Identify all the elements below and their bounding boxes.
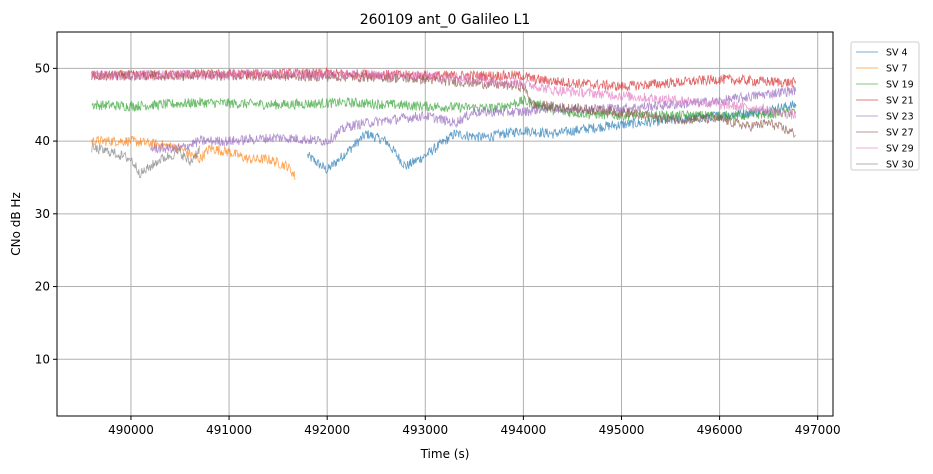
legend-label: SV 29 xyxy=(886,144,914,155)
x-tick-label: 493000 xyxy=(402,423,448,437)
series-line-sv-29 xyxy=(91,68,797,120)
y-tick-label: 10 xyxy=(35,352,50,366)
series-lines xyxy=(91,66,797,180)
legend-label: SV 30 xyxy=(886,160,914,171)
plot-frame xyxy=(56,31,834,417)
legend: SV 4 SV 7 SV 19 SV 21 SV 23 SV 27 SV 29 SV 30 xyxy=(850,41,920,171)
legend-label: SV 27 xyxy=(886,128,914,139)
y-tick-label: 30 xyxy=(35,207,50,221)
x-tick-label: 492000 xyxy=(304,423,350,437)
legend-label: SV 19 xyxy=(886,80,914,91)
series-line-sv-4 xyxy=(307,100,797,174)
x-tick-label: 497000 xyxy=(795,423,841,437)
series-line-sv-30 xyxy=(91,142,200,179)
legend-box xyxy=(850,41,920,171)
series-line-sv-19 xyxy=(91,94,797,122)
x-tick-label: 496000 xyxy=(697,423,743,437)
legend-label: SV 23 xyxy=(886,112,914,123)
y-axis-label: CNo dB Hz xyxy=(9,192,23,256)
y-tick-label: 50 xyxy=(35,61,50,75)
y-tick-label: 40 xyxy=(35,134,50,148)
grid-lines xyxy=(57,32,833,416)
chart-title: 260109 ant_0 Galileo L1 xyxy=(360,12,531,28)
x-tick-label: 491000 xyxy=(206,423,252,437)
axis-ticks: 490000 491000 492000 493000 494000 495000 4960… xyxy=(35,61,841,437)
legend-label: SV 21 xyxy=(886,96,914,107)
legend-label: SV 4 xyxy=(886,48,908,59)
x-axis-label: Time (s) xyxy=(420,447,470,461)
x-tick-label: 494000 xyxy=(500,423,546,437)
y-tick-label: 20 xyxy=(35,280,50,294)
x-tick-label: 495000 xyxy=(599,423,645,437)
legend-label: SV 7 xyxy=(886,64,908,75)
x-tick-label: 490000 xyxy=(108,423,154,437)
series-line-sv-23 xyxy=(150,84,797,154)
